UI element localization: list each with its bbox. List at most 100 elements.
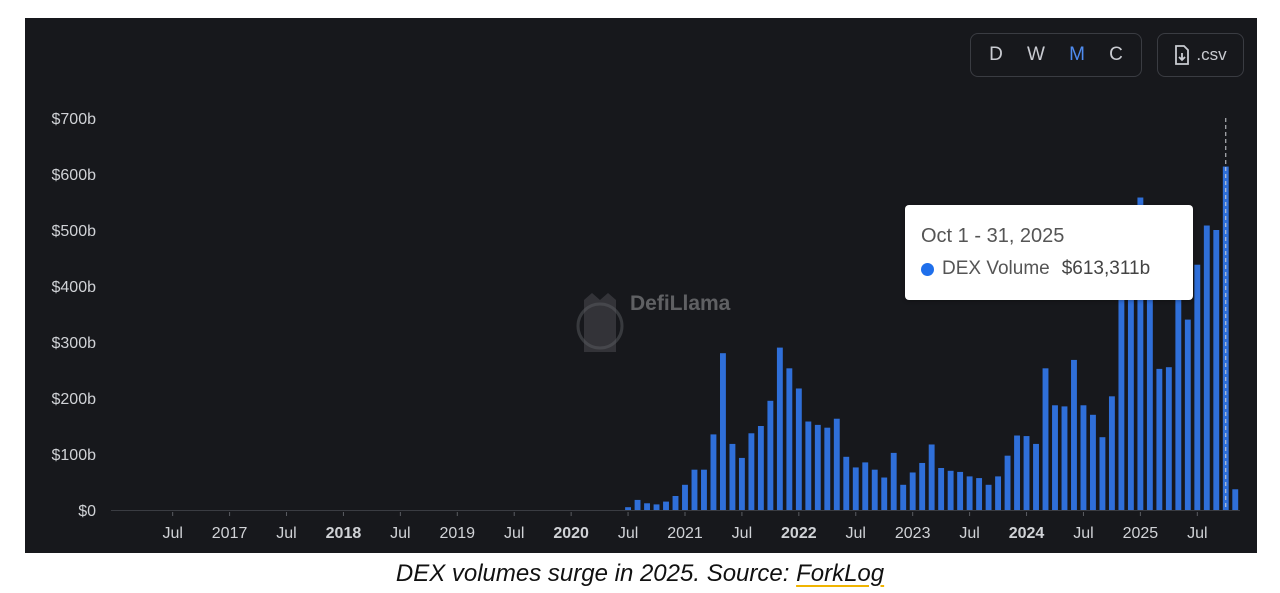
volume-bar[interactable] xyxy=(881,477,888,510)
x-tick-label: 2025 xyxy=(1123,525,1159,542)
volume-bar[interactable] xyxy=(691,469,698,510)
volume-bar[interactable] xyxy=(682,484,688,510)
volume-bar[interactable] xyxy=(928,444,935,510)
x-tick-label: Jul xyxy=(390,525,410,542)
volume-bar[interactable] xyxy=(701,469,707,510)
volume-bar[interactable] xyxy=(757,426,764,510)
granularity-cumulative-button[interactable]: C xyxy=(1109,44,1123,65)
volume-bar[interactable] xyxy=(976,478,983,510)
granularity-monthly-button[interactable]: M xyxy=(1069,44,1085,65)
y-tick-label: $400b xyxy=(52,279,97,296)
x-tick-label: Jul xyxy=(959,525,979,542)
volume-bar[interactable] xyxy=(871,469,878,510)
volume-bar[interactable] xyxy=(1194,264,1201,510)
caption-source-link[interactable]: ForkLog xyxy=(796,560,885,587)
volume-bar[interactable] xyxy=(1118,274,1125,510)
volume-bar[interactable] xyxy=(1165,367,1172,510)
x-tick-label: Jul xyxy=(162,525,182,542)
x-tick-label: 2024 xyxy=(1009,525,1045,542)
llama-logo-icon xyxy=(576,293,624,352)
volume-bar[interactable] xyxy=(833,418,840,510)
volume-bar[interactable] xyxy=(900,484,907,510)
volume-bar[interactable] xyxy=(909,472,916,510)
volume-bar[interactable] xyxy=(843,456,850,510)
volume-bar[interactable] xyxy=(957,471,964,510)
volume-bar[interactable] xyxy=(1156,368,1163,510)
tooltip-series-name: DEX Volume xyxy=(942,258,1050,279)
granularity-daily-button[interactable]: D xyxy=(989,44,1003,65)
volume-bar[interactable] xyxy=(738,457,745,510)
volume-bar[interactable] xyxy=(1071,359,1077,510)
volume-bar[interactable] xyxy=(862,462,869,510)
volume-bar[interactable] xyxy=(947,470,954,510)
volume-bar[interactable] xyxy=(1033,443,1039,510)
volume-bar[interactable] xyxy=(1042,368,1049,510)
x-tick-label: Jul xyxy=(846,525,866,542)
x-tick-label: 2018 xyxy=(326,525,362,542)
volume-bar[interactable] xyxy=(995,476,1002,510)
figure-caption: DEX volumes surge in 2025. Source: ForkL… xyxy=(0,560,1280,588)
volume-bar[interactable] xyxy=(767,400,774,510)
volume-bar[interactable] xyxy=(1184,319,1191,510)
volume-bar[interactable] xyxy=(795,388,802,510)
volume-bar[interactable] xyxy=(1080,405,1087,510)
volume-bar[interactable] xyxy=(1137,197,1144,510)
x-tick-label: 2019 xyxy=(439,525,475,542)
volume-bar[interactable] xyxy=(634,499,641,510)
volume-bar[interactable] xyxy=(729,443,736,510)
volume-bar[interactable] xyxy=(1004,455,1011,510)
x-tick-label: Jul xyxy=(276,525,296,542)
volume-bar[interactable] xyxy=(852,467,859,510)
volume-bar[interactable] xyxy=(776,347,783,510)
volume-bar[interactable] xyxy=(710,434,717,510)
defillama-watermark: DefiLlama xyxy=(578,292,730,316)
x-tick-label: 2021 xyxy=(667,525,703,542)
download-csv-button[interactable]: .csv xyxy=(1157,33,1244,77)
x-tick-label: Jul xyxy=(504,525,524,542)
volume-bar[interactable] xyxy=(663,501,669,510)
volume-bar[interactable] xyxy=(919,462,926,510)
csv-label: .csv xyxy=(1196,45,1227,64)
volume-bar[interactable] xyxy=(814,424,821,510)
y-tick-label: $100b xyxy=(52,447,97,464)
volume-bar[interactable] xyxy=(824,427,831,510)
chart-tooltip: Oct 1 - 31, 2025 DEX Volume $613,311b xyxy=(905,205,1193,300)
volume-bar[interactable] xyxy=(938,468,945,510)
volume-bar[interactable] xyxy=(1175,274,1182,510)
tooltip-value: $613,311b xyxy=(1061,258,1151,279)
volume-bar[interactable] xyxy=(748,433,755,510)
volume-bar[interactable] xyxy=(1052,405,1058,510)
volume-bar[interactable] xyxy=(786,368,793,510)
volume-bar[interactable] xyxy=(890,452,897,510)
volume-bar[interactable] xyxy=(966,476,973,510)
volume-bar[interactable] xyxy=(672,496,679,510)
volume-bar[interactable] xyxy=(719,353,726,510)
volume-bar[interactable] xyxy=(644,503,650,510)
volume-bar[interactable] xyxy=(1099,437,1106,510)
y-tick-label: $300b xyxy=(52,335,97,352)
volume-bar[interactable] xyxy=(653,504,660,510)
volume-bar[interactable] xyxy=(1014,435,1020,510)
volume-bar[interactable] xyxy=(1061,406,1068,510)
volume-bar[interactable] xyxy=(1203,225,1210,510)
volume-bar[interactable] xyxy=(1090,414,1096,510)
y-tick-label: $600b xyxy=(52,167,97,184)
x-tick-label: 2022 xyxy=(781,525,817,542)
volume-bar[interactable] xyxy=(1146,297,1153,510)
volume-bar[interactable] xyxy=(985,484,992,510)
granularity-weekly-button[interactable]: W xyxy=(1027,44,1045,65)
volume-bar[interactable] xyxy=(1213,230,1220,510)
volume-bar[interactable] xyxy=(1232,489,1239,510)
volume-bar[interactable] xyxy=(1108,396,1115,510)
volume-bar[interactable] xyxy=(625,507,632,510)
volume-bar[interactable] xyxy=(1127,269,1134,510)
granularity-toggle: D W M C xyxy=(970,33,1142,77)
volume-bar[interactable] xyxy=(1023,436,1030,510)
series-dot-icon xyxy=(921,262,934,276)
caption-text: DEX volumes surge in 2025. Source: xyxy=(395,560,797,587)
x-tick-label: Jul xyxy=(732,525,752,542)
x-tick-label: 2017 xyxy=(212,525,248,542)
volume-bar[interactable] xyxy=(805,421,812,510)
x-tick-label: 2023 xyxy=(895,525,931,542)
